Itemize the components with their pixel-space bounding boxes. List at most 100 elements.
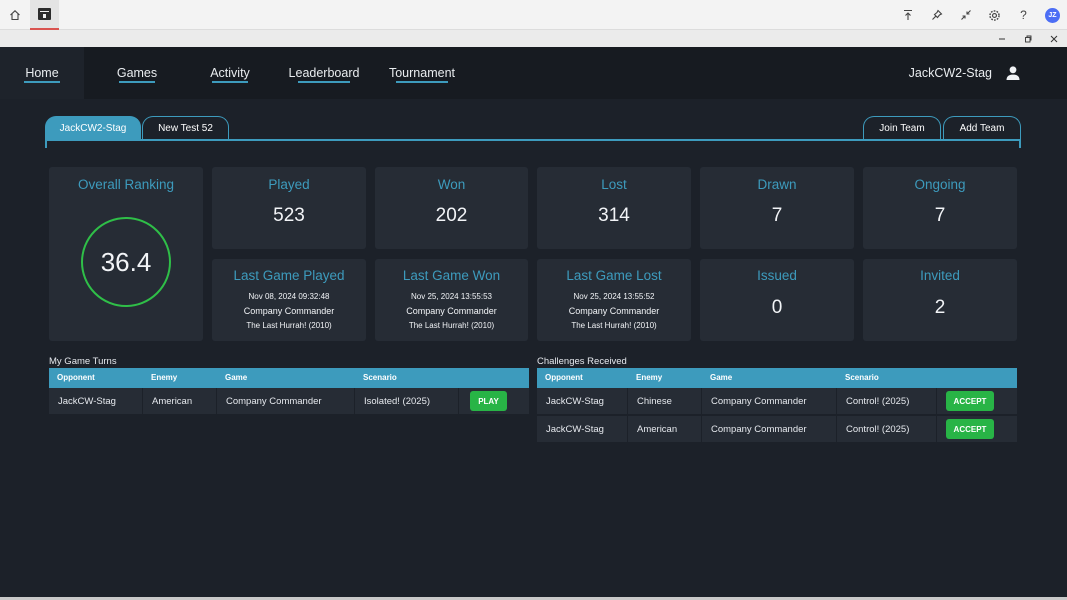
last-played-date: Nov 08, 2024 09:32:48 xyxy=(248,292,330,301)
gear-icon[interactable] xyxy=(980,0,1009,30)
upload-icon[interactable] xyxy=(893,0,922,30)
card-value: 7 xyxy=(934,205,946,226)
tab-divider-right xyxy=(1019,139,1021,148)
cell-game: Company Commander xyxy=(217,388,355,415)
close-icon[interactable] xyxy=(1041,30,1067,47)
last-lost-date: Nov 25, 2024 13:55:52 xyxy=(573,292,655,301)
card-title: Played xyxy=(268,177,310,192)
nav-games[interactable]: Games xyxy=(108,47,166,99)
cell-game: Company Commander xyxy=(702,388,837,415)
cell-enemy: American xyxy=(143,388,217,415)
card-title: Won xyxy=(437,177,466,192)
challenges-received-table: Opponent Enemy Game Scenario JackCW-Stag… xyxy=(537,368,1017,444)
card-title: Overall Ranking xyxy=(77,177,175,192)
lost-card: Lost 314 xyxy=(537,167,691,249)
tab-label: JackCW2-Stag xyxy=(59,123,127,134)
join-team-button[interactable]: Join Team xyxy=(863,116,941,140)
last-game-played-card: Last Game Played Nov 08, 2024 09:32:48 C… xyxy=(212,259,366,341)
column-header: Scenario xyxy=(845,373,879,382)
card-value: 0 xyxy=(771,297,783,318)
overall-ranking-card: Overall Ranking 36.4 xyxy=(49,167,203,341)
restore-icon[interactable] xyxy=(1015,30,1041,47)
nav-leaderboard-label: Leaderboard xyxy=(288,66,360,80)
cell-opponent: JackCW-Stag xyxy=(49,388,143,415)
card-value: 202 xyxy=(435,205,468,226)
minimize-icon[interactable] xyxy=(989,30,1015,47)
user-icon[interactable] xyxy=(1005,65,1021,81)
table-row: JackCW-Stag American Company Commander C… xyxy=(537,416,1017,443)
nav-home-label: Home xyxy=(25,66,59,80)
column-header: Game xyxy=(225,373,248,382)
collapse-icon[interactable] xyxy=(951,0,980,30)
column-header: Game xyxy=(710,373,733,382)
accept-button[interactable]: ACCEPT xyxy=(946,391,994,411)
column-header: Enemy xyxy=(636,373,663,382)
last-played-scenario: The Last Hurrah! (2010) xyxy=(246,321,332,330)
card-value: 314 xyxy=(598,205,630,226)
last-game-lost-card: Last Game Lost Nov 25, 2024 13:55:52 Com… xyxy=(537,259,691,341)
card-title: Drawn xyxy=(757,177,797,192)
card-title: Last Game Lost xyxy=(566,268,662,283)
accept-button[interactable]: ACCEPT xyxy=(946,419,994,439)
column-header: Opponent xyxy=(57,373,95,382)
cell-scenario: Control! (2025) xyxy=(837,388,937,415)
cell-opponent: JackCW-Stag xyxy=(537,388,628,415)
join-team-label: Join Team xyxy=(879,123,925,134)
table-header: Opponent Enemy Game Scenario xyxy=(49,368,529,388)
tab-team-jackcw2-stag[interactable]: JackCW2-Stag xyxy=(45,116,141,140)
home-icon[interactable] xyxy=(0,0,30,30)
table-row: JackCW-Stag American Company Commander I… xyxy=(49,388,529,415)
card-title: Ongoing xyxy=(914,177,966,192)
avatar[interactable]: JZ xyxy=(1038,0,1067,30)
nav-activity[interactable]: Activity xyxy=(200,47,260,99)
column-header: Scenario xyxy=(363,373,397,382)
last-won-scenario: The Last Hurrah! (2010) xyxy=(408,321,495,330)
system-toolbar: ? JZ xyxy=(0,0,1067,30)
cell-enemy: Chinese xyxy=(628,388,702,415)
challenges-received-title: Challenges Received xyxy=(537,356,627,367)
won-card: Won 202 xyxy=(375,167,528,249)
column-header: Enemy xyxy=(151,373,178,382)
card-value: 523 xyxy=(273,205,305,226)
help-icon[interactable]: ? xyxy=(1009,0,1038,30)
play-button[interactable]: PLAY xyxy=(470,391,507,411)
cell-enemy: American xyxy=(628,416,702,443)
table-header: Opponent Enemy Game Scenario xyxy=(537,368,1017,388)
nav-tournament-label: Tournament xyxy=(388,66,455,80)
last-played-game: Company Commander xyxy=(243,306,335,316)
last-game-won-card: Last Game Won Nov 25, 2024 13:55:53 Comp… xyxy=(375,259,528,341)
played-card: Played 523 xyxy=(212,167,366,249)
cell-opponent: JackCW-Stag xyxy=(537,416,628,443)
cell-game: Company Commander xyxy=(702,416,837,443)
tab-divider xyxy=(45,139,1021,141)
ranking-value: 36.4 xyxy=(100,246,152,277)
ranking-ring: 36.4 xyxy=(81,217,171,307)
username[interactable]: JackCW2-Stag xyxy=(908,66,992,80)
nav-games-label: Games xyxy=(116,66,158,80)
nav-home[interactable]: Home xyxy=(0,47,84,99)
avatar-initials: JZ xyxy=(1045,7,1060,23)
window-titlebar xyxy=(0,30,1067,47)
card-value: 2 xyxy=(934,297,946,318)
app-icon[interactable] xyxy=(30,0,59,30)
tab-team-new-test-52[interactable]: New Test 52 xyxy=(142,116,229,140)
add-team-label: Add Team xyxy=(959,123,1005,134)
issued-card: Issued 0 xyxy=(700,259,854,341)
column-header: Opponent xyxy=(545,373,583,382)
card-title: Lost xyxy=(601,177,627,192)
my-game-turns-title: My Game Turns xyxy=(49,356,117,367)
nav-leaderboard[interactable]: Leaderboard xyxy=(286,47,362,99)
nav-tournament[interactable]: Tournament xyxy=(386,47,458,99)
my-game-turns-table: Opponent Enemy Game Scenario JackCW-Stag… xyxy=(49,368,529,416)
last-won-game: Company Commander xyxy=(406,306,497,316)
tab-label: New Test 52 xyxy=(158,123,213,134)
cell-scenario: Control! (2025) xyxy=(837,416,937,443)
invited-card: Invited 2 xyxy=(863,259,1017,341)
drawn-card: Drawn 7 xyxy=(700,167,854,249)
main-nav: Home Games Activity Leaderboard Tourname… xyxy=(0,47,1067,99)
ongoing-card: Ongoing 7 xyxy=(863,167,1017,249)
cell-scenario: Isolated! (2025) xyxy=(355,388,459,415)
help-label: ? xyxy=(1020,8,1027,22)
add-team-button[interactable]: Add Team xyxy=(943,116,1021,140)
pin-icon[interactable] xyxy=(922,0,951,30)
